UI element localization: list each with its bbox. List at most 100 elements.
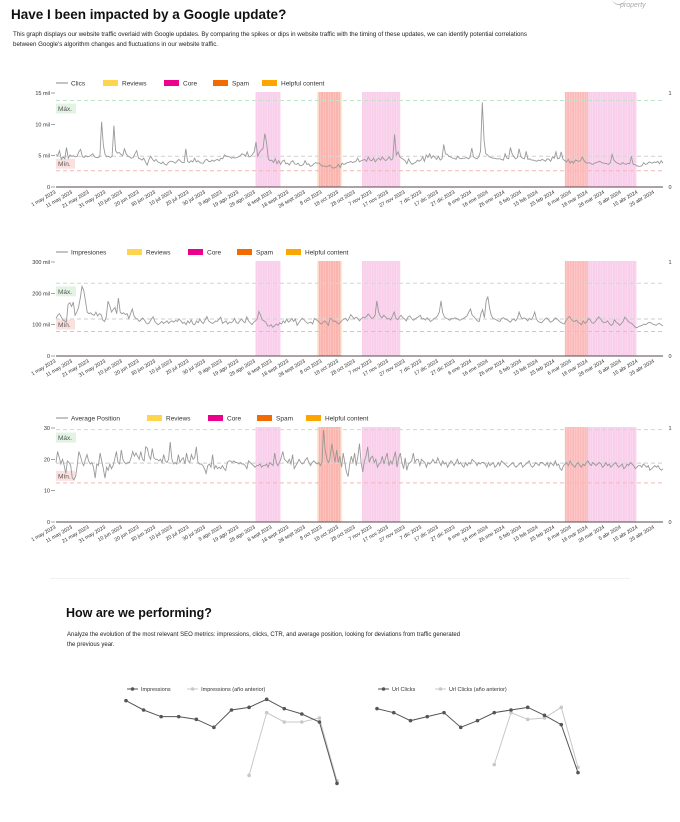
legend-swatch-spam [257, 415, 272, 421]
page-description: This graph displays our website traffic … [13, 31, 527, 48]
max-label: Máx. [58, 106, 72, 113]
performance-title: How are we performing? [66, 606, 212, 620]
data-point [542, 716, 547, 720]
right-tick-label: 1 [668, 426, 671, 432]
legend-label: Impressions (año anterior) [201, 687, 265, 693]
page-title: Have I been impacted by a Google update? [11, 7, 287, 22]
legend-label: Url Clicks (año anterior) [449, 687, 507, 693]
legend-swatch-core [164, 80, 179, 86]
update-band-core [255, 92, 281, 187]
legend-label-reviews: Reviews [146, 250, 171, 257]
update-band-spam [318, 92, 341, 187]
data-series-line [55, 429, 664, 481]
y-tick-label: 10 [44, 489, 50, 495]
update-band-core [255, 261, 281, 356]
data-series-line [55, 284, 664, 329]
data-point [124, 698, 128, 703]
y-tick-label: 0 [47, 354, 50, 360]
legend-swatch-spam [213, 80, 228, 86]
data-point [300, 720, 304, 724]
data-point [229, 708, 234, 712]
max-label: Máx. [58, 435, 72, 442]
legend-label: Impressions [141, 687, 171, 693]
average-position-chart: Average Position Reviews Core Spam Helpful c… [31, 415, 672, 545]
legend-swatch-core [188, 249, 203, 255]
update-band-core [361, 427, 401, 522]
right-tick-label: 0 [668, 354, 671, 360]
min-label-bg [56, 158, 75, 169]
legend-swatch-reviews [127, 249, 142, 255]
legend-label-core: Core [183, 81, 197, 88]
data-point [159, 714, 163, 719]
min-label-bg [56, 319, 75, 330]
min-label: Mín. [58, 322, 71, 329]
logo-text: property [620, 2, 646, 9]
right-tick-label: 1 [668, 91, 671, 97]
update-band-spam [564, 92, 589, 187]
impressions-chart: Impresiones Reviews Core Spam Helpful conten… [31, 249, 672, 379]
data-point [247, 773, 251, 778]
y-tick-label: 10 mil [35, 122, 50, 128]
data-point [194, 717, 199, 722]
min-label: Mín. [58, 473, 71, 480]
legend-swatch-reviews [147, 415, 162, 421]
data-point [492, 762, 497, 767]
data-point [300, 712, 304, 716]
data-point [282, 720, 287, 724]
min-label: Mín. [58, 161, 71, 168]
data-point [492, 710, 497, 715]
legend-label: Url Clicks [392, 687, 415, 693]
legend-marker [381, 687, 386, 691]
data-point [475, 718, 480, 723]
right-tick-label: 0 [668, 520, 671, 526]
y-tick-label: 30 [44, 426, 50, 432]
legend-label-spam: Spam [256, 250, 273, 257]
update-band-spam [564, 427, 589, 522]
y-tick-label: 200 mil [32, 291, 50, 297]
legend-swatch-helpful [286, 249, 301, 255]
data-point [282, 706, 287, 711]
legend-label-spam: Spam [276, 416, 293, 423]
legend-swatch-core [208, 415, 223, 421]
data-point [542, 713, 547, 718]
data-point [559, 705, 564, 710]
legend-marker [130, 687, 135, 691]
legend-label-reviews: Reviews [122, 81, 147, 88]
y-tick-label: 15 mil [35, 91, 50, 97]
clicks-chart: Clics Reviews Core Spam Helpful content Máx. M… [31, 80, 672, 210]
max-label-bg [56, 432, 76, 443]
legend-swatch-reviews [103, 80, 118, 86]
data-point [176, 714, 181, 719]
right-tick-label: 0 [668, 185, 671, 191]
y-tick-label: 0 [47, 520, 50, 526]
update-band-spam [318, 427, 341, 522]
performance-description: Analyze the evolution of the most releva… [67, 632, 461, 648]
data-point [576, 770, 580, 775]
legend-label-helpful: Helpful content [325, 416, 369, 423]
data-series-line [55, 102, 664, 169]
update-band-core [255, 427, 281, 522]
legend-label-helpful: Helpful content [281, 81, 325, 88]
series-line [248, 711, 338, 781]
data-point [525, 705, 530, 710]
max-label-bg [56, 103, 76, 114]
data-point [247, 705, 251, 710]
y-tick-label: 20 [44, 457, 50, 463]
y-tick-label: 0 [47, 185, 50, 191]
data-point [525, 717, 530, 722]
max-label: Máx. [58, 289, 72, 296]
legend-label-helpful: Helpful content [305, 250, 349, 257]
data-point [509, 708, 513, 712]
legend-label: Clics [71, 81, 86, 88]
logo-arc-icon [612, 0, 626, 5]
data-point [576, 765, 580, 770]
legend-swatch-helpful [306, 415, 321, 421]
section-divider [50, 578, 630, 579]
url-clicks-comparison-chart: Url Clicks Url Clicks (año anterior) [375, 687, 580, 775]
update-band-core [588, 92, 637, 187]
legend-label: Average Position [71, 416, 120, 423]
data-point [425, 714, 430, 719]
data-point [264, 697, 269, 702]
data-point [391, 710, 396, 715]
data-point [335, 781, 339, 786]
